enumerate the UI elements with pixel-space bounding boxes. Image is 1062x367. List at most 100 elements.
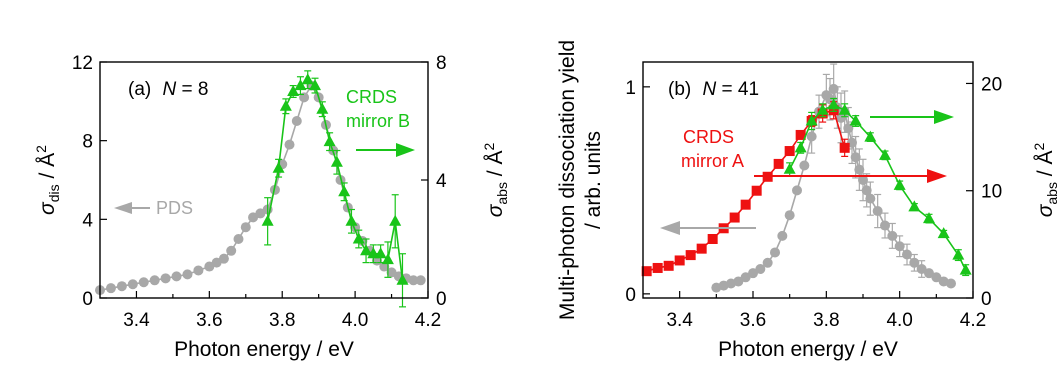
panel-b-ylabel-right-sub: abs — [1044, 182, 1060, 205]
panel-b-series-0-point — [763, 258, 773, 268]
panel-b-label-eq: = 41 — [722, 79, 760, 100]
panel-a-ylabel-right-unit: / Å — [484, 151, 507, 183]
panel-b-label-var: N — [703, 79, 717, 100]
panel-b-crds-label-line1: CRDS — [683, 127, 734, 147]
panel-b-ytick-right-label: 0 — [981, 289, 992, 310]
panel-b-ylabel-right-sup: 2 — [1031, 143, 1047, 151]
panel-b-series-0-point — [851, 152, 861, 162]
panel-a-series-0-point — [161, 273, 171, 283]
panel-a-ytick-left-label: 8 — [82, 132, 93, 153]
panel-a-series-0-point — [193, 265, 203, 275]
panel-a-xtick-label: 3.8 — [269, 310, 295, 331]
panel-b-ylabel-right: σabs / Å2 — [1031, 143, 1060, 218]
panel-b-series-0-point — [854, 165, 864, 175]
panel-a-series-1-point — [316, 103, 328, 114]
panel-b-series-1-point — [664, 261, 674, 271]
panel-b-ylabel-left-line2: / arb. units — [582, 131, 605, 229]
panel-b-series-1-point — [741, 200, 751, 210]
panel-b-series-1-point — [730, 213, 740, 223]
panel-a-xlabel: Photon energy / eV — [174, 338, 354, 361]
panel-b-series-0-point — [902, 250, 912, 260]
panel-a-label: (a) N = 8 — [128, 79, 208, 100]
panel-a-series-1-point — [375, 247, 387, 258]
panel-b-series-1-point — [785, 146, 795, 156]
panel-b-series-0-point — [770, 247, 780, 257]
panel-b-xtick-label: 4.0 — [886, 310, 912, 331]
panel-b-series-1-point — [708, 234, 718, 244]
panel-a-series-1-point — [389, 215, 401, 226]
panel-b-label-prefix: (b) — [668, 79, 691, 100]
panel-b-series-2-point — [923, 212, 935, 223]
panel-a-ylabel-left-sup: 2 — [33, 145, 49, 153]
panel-b-gray-arrow — [660, 221, 756, 235]
panel-a-ylabel-left-sub: dis — [46, 184, 62, 202]
panel-b-xtick-label: 3.4 — [666, 310, 693, 331]
panel-a-series-1-point — [345, 215, 357, 226]
panel-a-series-0-point — [172, 271, 182, 281]
panel-a-label-eq: = 8 — [182, 79, 209, 100]
panel-b-green-arrow — [870, 110, 954, 124]
panel-b-xtick-label: 4.2 — [960, 310, 986, 331]
panel-a-xtick-label: 3.4 — [123, 310, 150, 331]
panel-a-series-0-point — [219, 254, 229, 264]
panel-a-ytick-right-label: 8 — [436, 53, 447, 74]
panel-a-ytick-left-label: 12 — [72, 53, 93, 74]
panel-b-xtick-label: 3.8 — [813, 310, 839, 331]
panel-b-series-0-point — [865, 194, 875, 204]
panel-b-xtick-label: 3.6 — [740, 310, 766, 331]
panel-b-series-0-point — [829, 84, 839, 94]
panel-b-series-0-point — [777, 231, 787, 241]
panel-b-ylabel-right-unit: / Å — [1034, 151, 1057, 183]
panel-b-series-0-point — [792, 185, 802, 195]
panel-b-series-1-point — [840, 143, 850, 153]
panel-b-series-1-point — [697, 244, 707, 254]
panel-b-series-2-line — [790, 105, 966, 270]
panel-b-series-2-point — [894, 179, 906, 190]
panel-a-ytick-left-label: 0 — [82, 289, 93, 310]
panel-a-right-arrow — [356, 143, 415, 157]
panel-a-ylabel-left-unit: / Å — [36, 153, 59, 185]
panel-b-series-1-point — [686, 250, 696, 260]
panel-a-series-1-point — [280, 100, 292, 111]
panel-a-series-0-point — [416, 275, 426, 285]
panel-a-series-0-point — [233, 234, 243, 244]
panel-a-crds-label-line1: CRDS — [346, 87, 397, 107]
panel-a-series-0-point — [292, 116, 302, 126]
panel-b-ytick-left-label: 1 — [625, 78, 636, 99]
panel-b-series-0-point — [807, 132, 817, 142]
panel-b-xlabel: Photon energy / eV — [718, 338, 898, 361]
panel-a-ytick-left-label: 4 — [82, 210, 93, 231]
panel-a-series-0-point — [106, 283, 116, 293]
panel-a-series-1-point — [324, 135, 336, 146]
panel-a-pds-label: PDS — [156, 198, 193, 218]
panel-b-series-1-point — [675, 255, 685, 265]
panel-b-series-0-point — [880, 221, 890, 231]
panel-b-ytick-right-label: 10 — [981, 182, 1002, 203]
panel-b-series-1-point — [774, 159, 784, 169]
panel-a-series-0-point — [182, 269, 192, 279]
panel-b-ylabel-left-line1: Multi-photon dissociation yield — [556, 40, 579, 320]
panel-b-label: (b) N = 41 — [668, 79, 759, 100]
panel-a-ylabel-right-sub: abs — [494, 182, 510, 205]
panel-a-ytick-right-label: 4 — [436, 171, 447, 192]
panel-a-ylabel-right: σabs / Å2 — [481, 143, 510, 218]
panel-a-ylabel-left: σdis / Å2 — [33, 145, 62, 215]
panel-b-series-0-point — [873, 206, 883, 216]
panel-a-series-1-point — [338, 185, 350, 196]
panel-a-xtick-label: 4.2 — [415, 310, 441, 331]
panel-a-ytick-right-label: 0 — [436, 289, 447, 310]
panel-a-series-0-point — [241, 222, 251, 232]
panel-a-xtick-label: 4.0 — [342, 310, 368, 331]
panel-b-series-0-point — [946, 279, 956, 289]
panel-b-crds-label-line2: mirror A — [681, 151, 744, 171]
panel-b-series-2-point — [960, 264, 972, 275]
panel-b-ytick-left-label: 0 — [625, 285, 636, 306]
panel-a-ylabel-right-sup: 2 — [481, 143, 497, 151]
panel-b-red-arrow — [754, 169, 947, 183]
panel-a-series-0-point — [117, 281, 127, 291]
panel-a-series-0-point — [139, 277, 149, 287]
panel-b-series-0-point — [799, 161, 809, 171]
panel-a-series-0-point — [150, 275, 160, 285]
panel-a-series-0-point — [128, 279, 138, 289]
